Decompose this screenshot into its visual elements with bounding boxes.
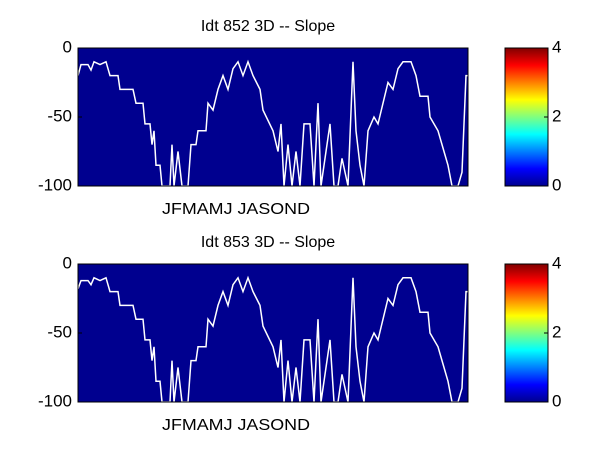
chart-title: Idt 853 3D -- Slope bbox=[201, 234, 335, 251]
colorbar-tick-label: 4 bbox=[552, 37, 561, 56]
colorbar-tick-label: 4 bbox=[552, 253, 561, 272]
y-tick-label: -50 bbox=[47, 106, 72, 125]
colorbar bbox=[504, 47, 549, 187]
y-tick-label: -50 bbox=[47, 322, 72, 341]
month-label: JFMAMJ JASOND bbox=[162, 417, 310, 434]
colorbar-tick-label: 2 bbox=[552, 106, 561, 125]
line bbox=[77, 59, 468, 187]
field bbox=[78, 264, 468, 402]
line bbox=[77, 275, 468, 403]
y-tick-label: 0 bbox=[63, 253, 72, 272]
field bbox=[78, 48, 468, 186]
y-tick-label: -100 bbox=[38, 391, 72, 410]
y-tick-label: -100 bbox=[38, 175, 72, 194]
colorbar bbox=[504, 263, 549, 403]
y-tick-label: 0 bbox=[63, 37, 72, 56]
month-label: JFMAMJ JASOND bbox=[162, 201, 310, 218]
colorbar-tick-label: 0 bbox=[552, 391, 561, 410]
colorbar-tick-label: 0 bbox=[552, 175, 561, 194]
colorbar-tick-label: 2 bbox=[552, 322, 561, 341]
chart-title: Idt 852 3D -- Slope bbox=[201, 18, 335, 35]
